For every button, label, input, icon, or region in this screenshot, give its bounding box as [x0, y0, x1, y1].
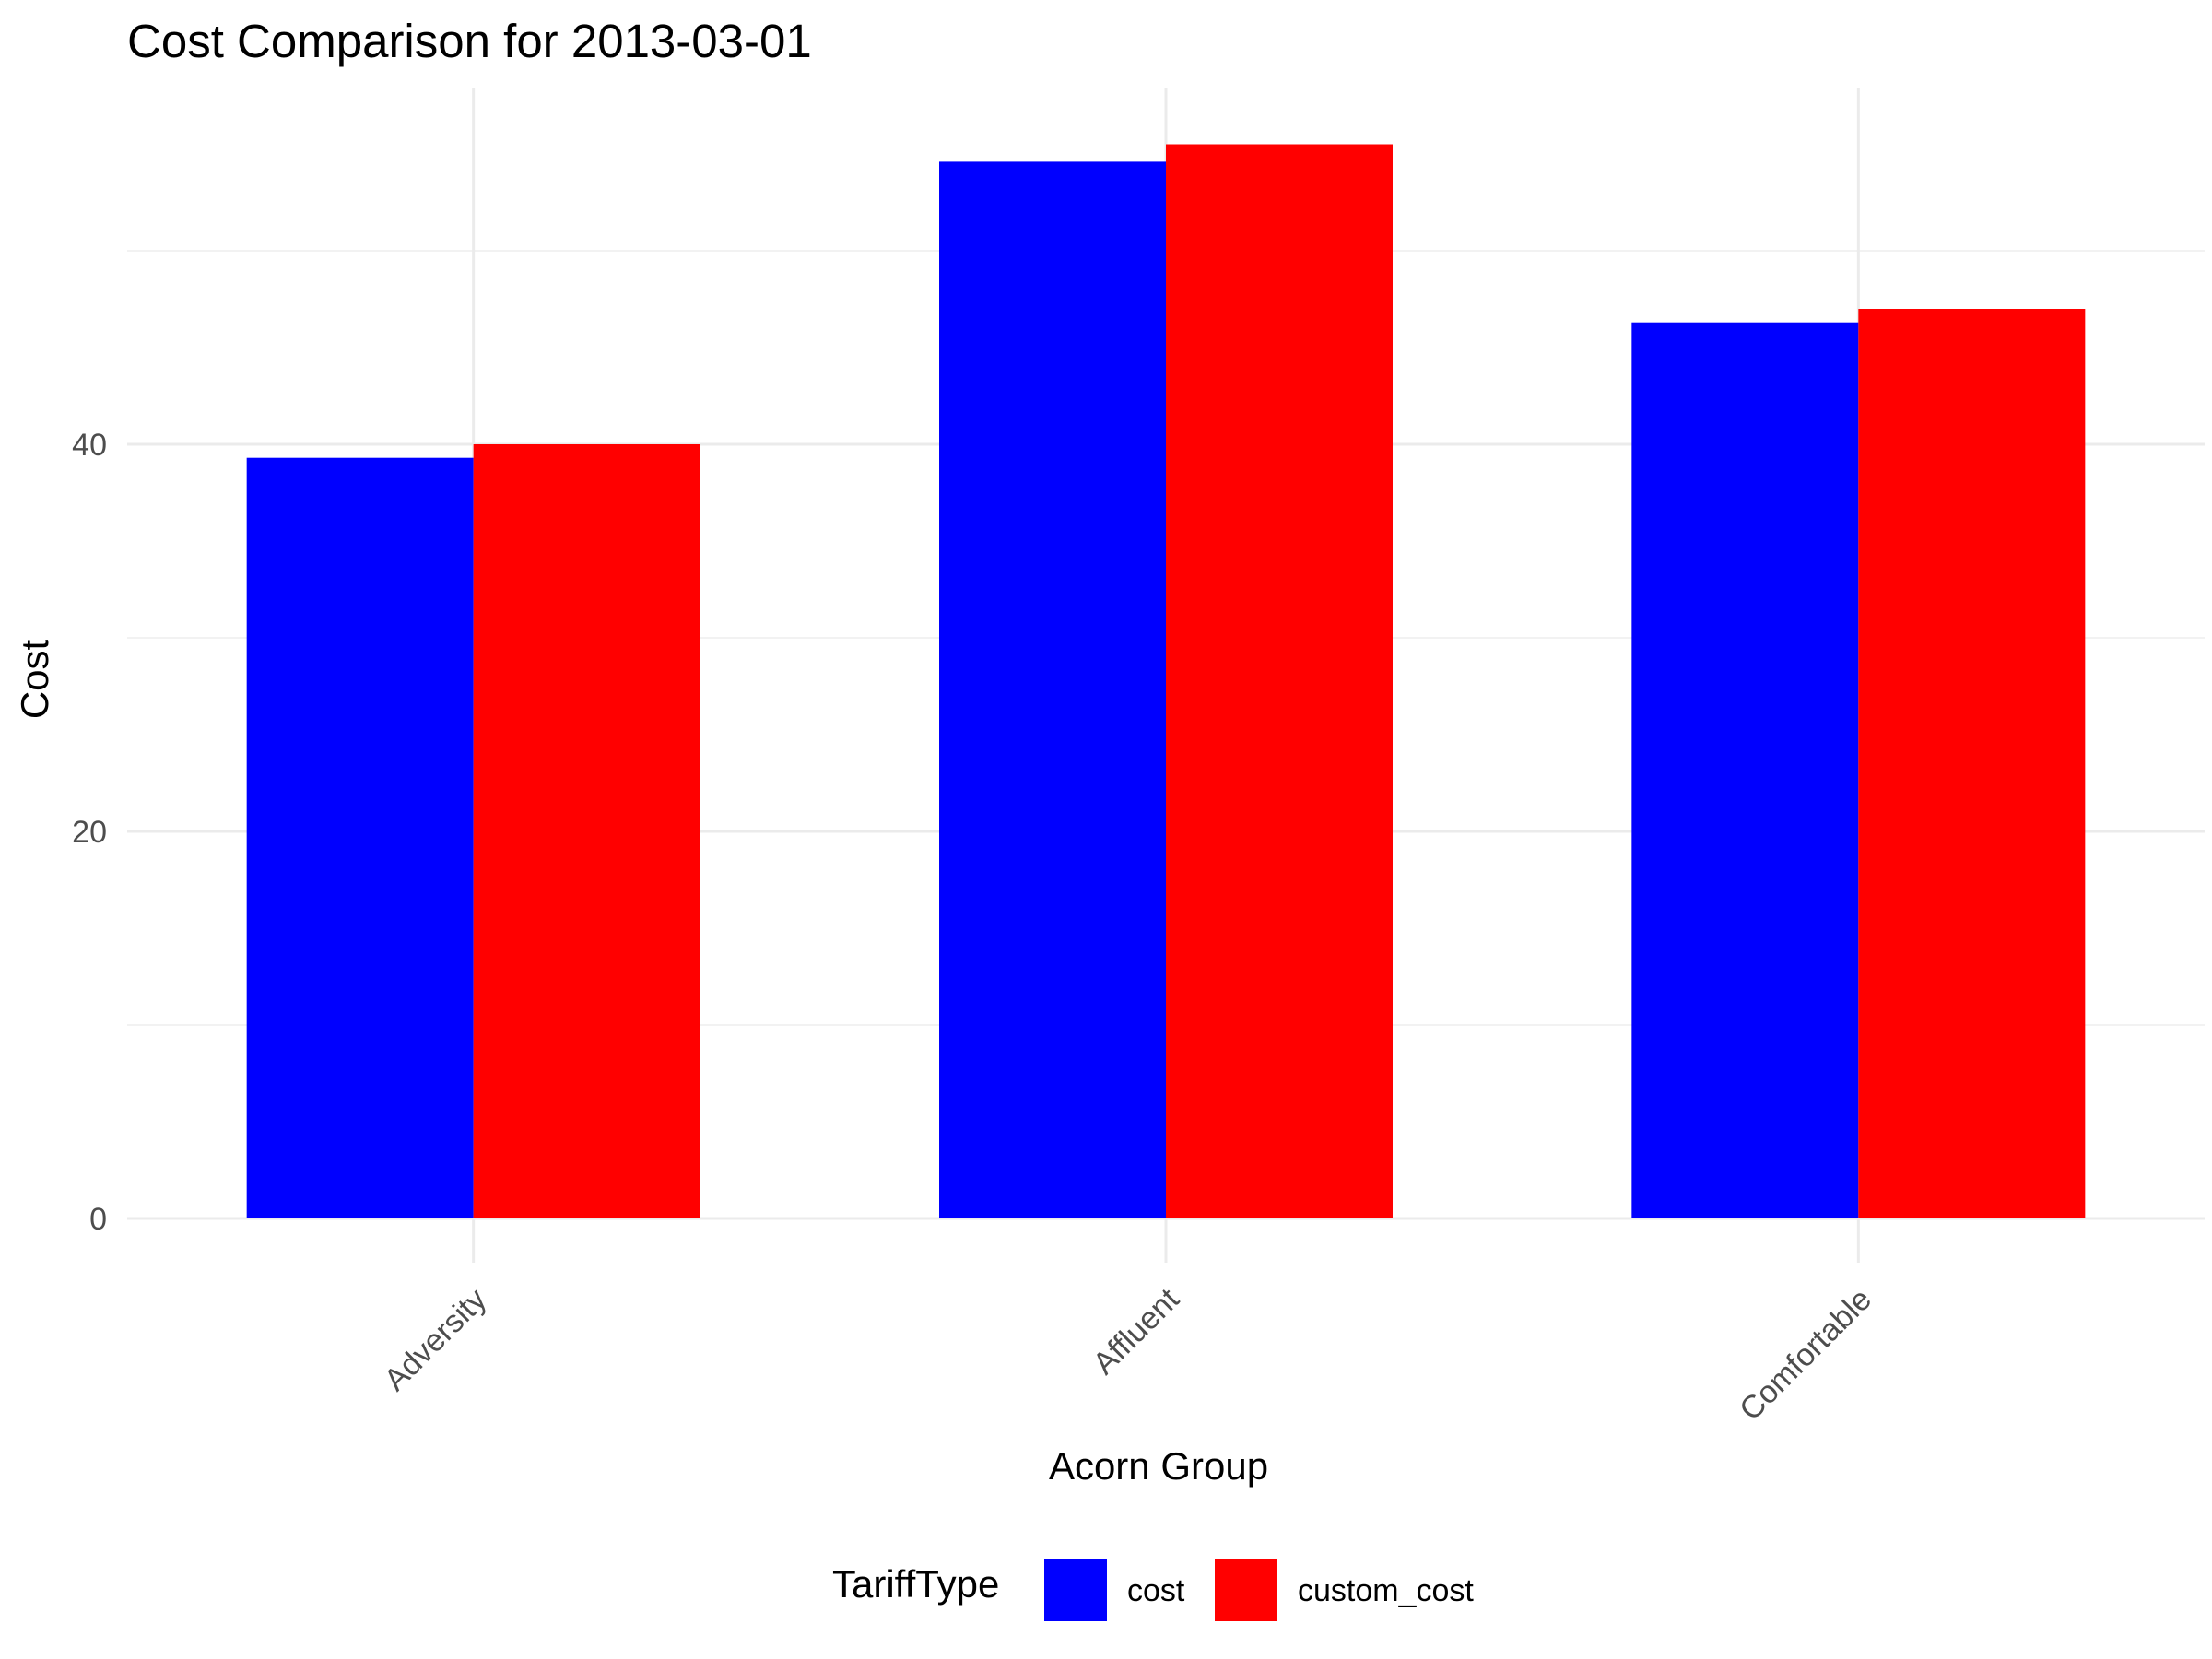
y-tick-labels: 0 20 40	[72, 428, 107, 1237]
legend-key-cost	[1044, 1559, 1107, 1621]
y-axis-title: Cost	[13, 639, 56, 719]
chart-title: Cost Comparison for 2013-03-01	[127, 15, 812, 67]
bar-comfortable-cost	[1631, 322, 1859, 1218]
bar-affluent-cost	[939, 161, 1166, 1218]
bar-adversity-custom-cost	[473, 444, 700, 1218]
legend-label-cost: cost	[1127, 1573, 1185, 1608]
bar-affluent-custom-cost	[1166, 144, 1393, 1218]
legend-label-custom-cost: custom_cost	[1298, 1573, 1474, 1608]
x-axis-title: Acorn Group	[1049, 1444, 1268, 1488]
y-tick-label: 40	[72, 428, 107, 463]
legend-title: TariffType	[832, 1562, 999, 1606]
legend-key-custom-cost	[1215, 1559, 1277, 1621]
bar-adversity-cost	[246, 457, 474, 1218]
x-tick-labels: Adversity Affluent Comfortable	[378, 1281, 1878, 1427]
legend: TariffType cost custom_cost	[832, 1559, 1474, 1621]
y-tick-label: 20	[72, 815, 107, 850]
bars	[246, 144, 2086, 1218]
bar-comfortable-custom-cost	[1858, 309, 2086, 1218]
x-tick-label-comfortable: Comfortable	[1733, 1282, 1878, 1428]
x-tick-label-affluent: Affluent	[1087, 1281, 1186, 1381]
y-tick-label: 0	[89, 1202, 107, 1237]
x-tick-label-adversity: Adversity	[378, 1282, 494, 1398]
